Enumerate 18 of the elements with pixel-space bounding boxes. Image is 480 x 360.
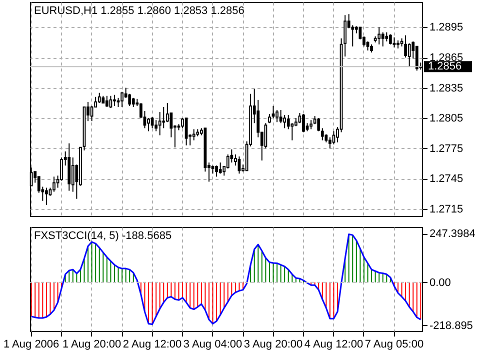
x-tick-label: 3 Aug 20:00	[244, 338, 303, 350]
x-tick-label: 7 Aug 05:00	[364, 338, 424, 350]
y-tick-label: 1.2775	[430, 142, 464, 155]
x-tick-label: 2 Aug 12:00	[122, 338, 182, 350]
y-tick-label: 247.3984	[430, 228, 476, 240]
x-tick-label: 4 Aug 12:00	[304, 338, 364, 350]
y-tick-label: 1.2715	[430, 203, 464, 216]
chart-title: EURUSD,H1 1.2855 1.2860 1.2853 1.2856	[34, 5, 244, 17]
y-tick-label: 1.2835	[430, 82, 464, 94]
chart-title: FXST3CCI(14, 5) -188.5685	[34, 230, 172, 242]
y-tick-label: -218.895	[430, 320, 473, 332]
x-tick-label: 1 Aug 2006	[3, 338, 60, 350]
y-tick-label: 1.2895	[430, 22, 464, 34]
y-tick-label: 1.2805	[430, 112, 464, 125]
x-tick-label: 1 Aug 20:00	[62, 338, 122, 350]
x-tick-label: 3 Aug 04:00	[183, 338, 242, 350]
y-tick-label: 0.00	[430, 276, 451, 289]
y-tick-label: 1.2745	[430, 173, 464, 186]
